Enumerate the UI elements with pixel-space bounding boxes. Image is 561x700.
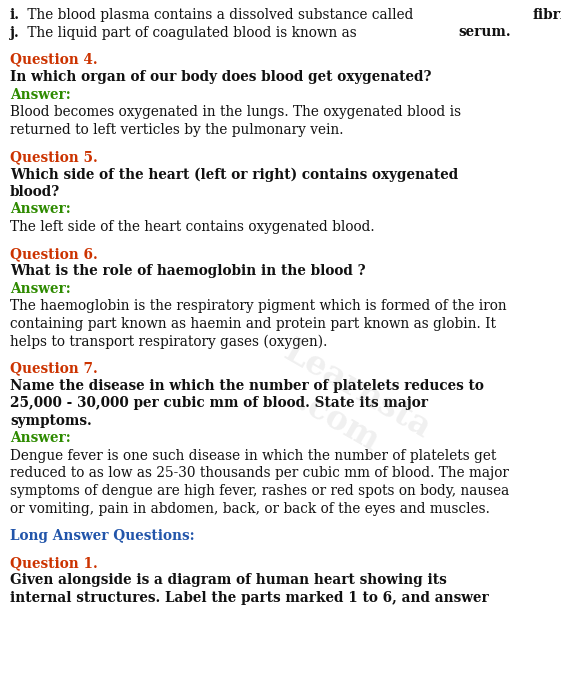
Text: symptoms.: symptoms. bbox=[10, 414, 92, 428]
Text: The haemoglobin is the respiratory pigment which is formed of the iron: The haemoglobin is the respiratory pigme… bbox=[10, 300, 507, 314]
Text: The left side of the heart contains oxygenated blood.: The left side of the heart contains oxyg… bbox=[10, 220, 375, 234]
Text: Question 1.: Question 1. bbox=[10, 556, 98, 570]
Text: or vomiting, pain in abdomen, back, or back of the eyes and muscles.: or vomiting, pain in abdomen, back, or b… bbox=[10, 501, 490, 515]
Text: i.: i. bbox=[10, 8, 20, 22]
Text: returned to left verticles by the pulmonary vein.: returned to left verticles by the pulmon… bbox=[10, 122, 343, 136]
Text: Which side of the heart (left or right) contains oxygenated: Which side of the heart (left or right) … bbox=[10, 167, 458, 181]
Text: reduced to as low as 25-30 thousands per cubic mm of blood. The major: reduced to as low as 25-30 thousands per… bbox=[10, 466, 509, 480]
Text: Given alongside is a diagram of human heart showing its: Given alongside is a diagram of human he… bbox=[10, 573, 447, 587]
Text: Long Answer Questions:: Long Answer Questions: bbox=[10, 528, 195, 542]
Text: Question 7.: Question 7. bbox=[10, 361, 98, 375]
Text: fibrinogen.: fibrinogen. bbox=[532, 8, 561, 22]
Text: Name the disease in which the number of platelets reduces to: Name the disease in which the number of … bbox=[10, 379, 484, 393]
Text: symptoms of dengue are high fever, rashes or red spots on body, nausea: symptoms of dengue are high fever, rashe… bbox=[10, 484, 509, 498]
Text: Answer:: Answer: bbox=[10, 282, 71, 296]
Text: Answer:: Answer: bbox=[10, 431, 71, 445]
Text: 25,000 - 30,000 per cubic mm of blood. State its major: 25,000 - 30,000 per cubic mm of blood. S… bbox=[10, 396, 428, 410]
Text: Answer:: Answer: bbox=[10, 88, 71, 102]
Text: What is the role of haemoglobin in the blood ?: What is the role of haemoglobin in the b… bbox=[10, 265, 366, 279]
Text: Question 5.: Question 5. bbox=[10, 150, 98, 164]
Text: The liquid part of coagulated blood is known as: The liquid part of coagulated blood is k… bbox=[22, 25, 361, 39]
Text: internal structures. Label the parts marked 1 to 6, and answer: internal structures. Label the parts mar… bbox=[10, 591, 489, 605]
Text: helps to transport respiratory gases (oxygen).: helps to transport respiratory gases (ox… bbox=[10, 335, 328, 349]
Text: In which organ of our body does blood get oxygenated?: In which organ of our body does blood ge… bbox=[10, 70, 431, 84]
Text: The blood plasma contains a dissolved substance called: The blood plasma contains a dissolved su… bbox=[23, 8, 417, 22]
Text: j.: j. bbox=[10, 25, 20, 39]
Text: Learnsta
.com: Learnsta .com bbox=[259, 334, 436, 478]
Text: containing part known as haemin and protein part known as globin. It: containing part known as haemin and prot… bbox=[10, 317, 496, 331]
Text: Blood becomes oxygenated in the lungs. The oxygenated blood is: Blood becomes oxygenated in the lungs. T… bbox=[10, 105, 461, 119]
Text: Question 6.: Question 6. bbox=[10, 247, 98, 261]
Text: Answer:: Answer: bbox=[10, 202, 71, 216]
Text: serum.: serum. bbox=[459, 25, 512, 39]
Text: blood?: blood? bbox=[10, 185, 60, 199]
Text: Dengue fever is one such disease in which the number of platelets get: Dengue fever is one such disease in whic… bbox=[10, 449, 496, 463]
Text: Question 4.: Question 4. bbox=[10, 52, 98, 66]
